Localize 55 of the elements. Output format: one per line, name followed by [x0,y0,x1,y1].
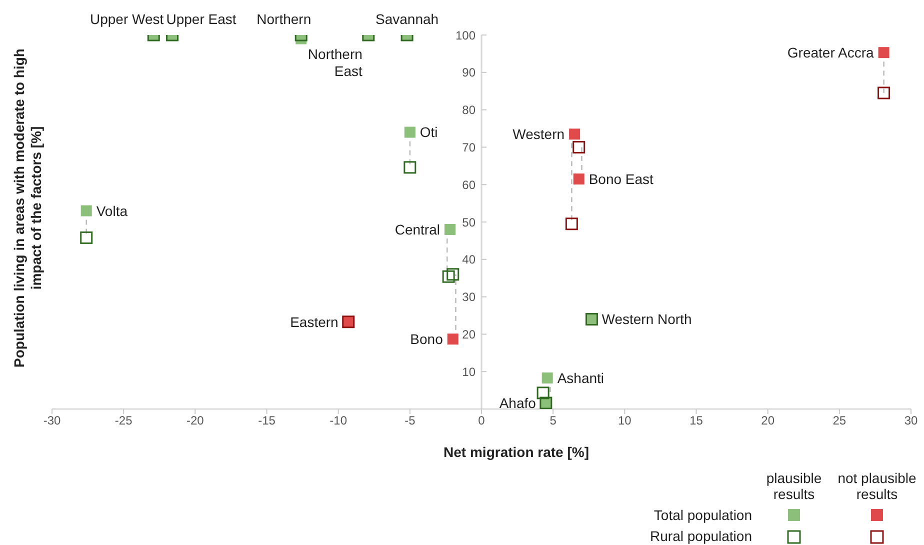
annotation: Northern East [308,46,363,79]
point [447,334,458,345]
x-tick-label: 15 [690,414,704,428]
text: plausible results [765,470,823,502]
y-tick-label: 90 [462,66,476,80]
point [536,386,550,400]
point [542,372,553,384]
point [444,224,456,235]
x-tick-label: -5 [404,414,416,428]
x-tick-label: 30 [904,414,918,428]
x-tick-label: -15 [258,414,276,428]
y-tick-label: 60 [462,178,476,192]
text: not plausible results [836,470,918,502]
point [446,268,460,281]
annotation: Ahafo [499,395,536,412]
annotation: Greater Accra [787,44,874,61]
y-tick-label: 20 [462,327,476,342]
point [80,231,93,244]
x-axis-title: Net migration rate [%] [444,444,589,460]
annotation: Savannah [376,11,439,27]
y-tick-label: 80 [462,103,476,118]
annotation: Eastern [290,314,338,330]
annotation: Ashanti [557,370,604,386]
text: Total population [652,506,753,524]
x-tick-label: 25 [832,414,846,428]
x-tick-label: -10 [330,414,348,428]
y-tick-label: 30 [462,290,476,304]
point [80,205,92,216]
annotation: Northern [256,11,312,27]
text: Rural population [650,526,753,545]
y-tick-label: 70 [462,140,476,154]
y-tick-label: 100 [455,28,476,42]
y-axis-title: Population living in areas with moderate to high impact of the factors [%] [11,48,45,368]
x-tick-label: 0 [478,414,486,428]
point [565,218,578,230]
y-tick-label: 10 [462,364,476,379]
y-tick-label: 50 [462,215,476,230]
x-tick-label: -30 [43,414,61,428]
x-tick-label: 20 [761,414,775,428]
x-tick-label: 10 [618,414,632,428]
annotation: Bono East [588,170,654,187]
point [442,270,455,283]
annotation: Oti [420,124,438,140]
annotation: Western [512,126,565,142]
annotation: Upper West [90,11,164,27]
annotation: Bono [410,331,444,348]
point [404,161,416,174]
annotation: Volta [96,202,128,219]
annotation: Western North [602,311,692,328]
x-tick-label: 5 [550,414,557,428]
annotation: Central [394,221,440,238]
x-tick-label: -20 [186,414,204,428]
annotation: Upper East [166,11,236,27]
x-tick-label: -25 [114,414,133,428]
y-tick-label: 40 [462,252,476,267]
